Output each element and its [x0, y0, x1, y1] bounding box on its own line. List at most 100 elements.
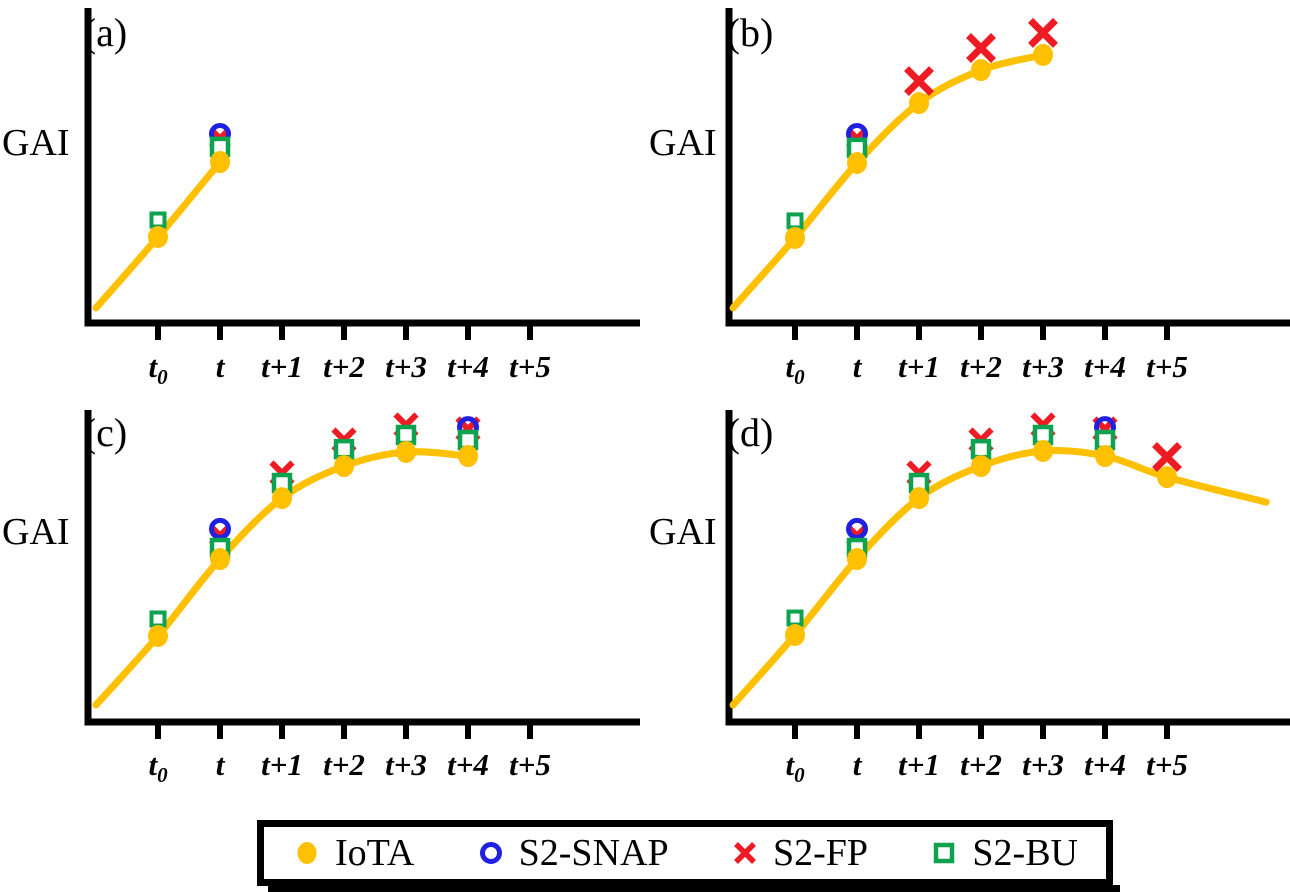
iota-dot-marker	[847, 548, 867, 571]
tick-label-t+2: t+2	[323, 349, 365, 384]
tick-label-t+3: t+3	[1022, 349, 1064, 384]
iota-curve	[729, 446, 1270, 709]
tick-label-t0: t0	[785, 349, 805, 389]
iota-dot-marker	[971, 455, 991, 478]
panel-label-a: (a)	[83, 10, 127, 55]
s2-fp-x-marker	[966, 33, 996, 63]
x-ticks: t0 t t+1 t+2 t+3 t+4 t+5	[148, 326, 551, 389]
subplot-d-svg: t0 t t+1 t+2 t+3 t+4 t+5 GAI (d)	[649, 410, 1290, 787]
iota-dot-marker	[210, 151, 230, 174]
x-ticks: t0 t t+1 t+2 t+3 t+4 t+5	[785, 725, 1188, 787]
y-axis-label: GAI	[649, 511, 717, 553]
iota-dot-marker	[847, 151, 867, 174]
markers	[785, 412, 1182, 647]
tick-label-t0: t0	[148, 747, 168, 787]
tick-label-t+3: t+3	[385, 349, 427, 384]
markers	[148, 412, 481, 647]
markers	[148, 123, 231, 249]
top-row: t0 t t+1 t+2 t+3 t+4 t+5 GAI (a) t0 t t+1 t+2 t+3 t+4…	[0, 0, 1290, 389]
axes	[725, 410, 1290, 726]
tick-label-t+5: t+5	[509, 747, 551, 782]
legend-item-s2-snap: S2-SNAP	[476, 834, 669, 872]
tick-label-t+1: t+1	[261, 747, 303, 782]
s2-bu-square-marker	[149, 610, 167, 628]
s2-bu-open-square-icon	[934, 842, 955, 864]
iota-filled-circle-icon	[297, 842, 317, 864]
iota-dot-marker	[909, 92, 929, 115]
tick-label-t: t	[216, 747, 226, 782]
axes	[84, 410, 640, 726]
tick-label-t+2: t+2	[960, 747, 1002, 782]
subplot-b: t0 t t+1 t+2 t+3 t+4 t+5 GAI (b)	[645, 0, 1290, 389]
legend: IoTA S2-SNAP S2-FP S2-BU	[0, 800, 1290, 892]
s2-bu-square-marker	[149, 211, 167, 229]
iota-dot-marker	[1033, 43, 1053, 66]
iota-dot-marker	[1095, 445, 1115, 468]
iota-dot-marker	[785, 226, 805, 249]
subplot-c: t0 t t+1 t+2 t+3 t+4 t+5 GAI (c)	[0, 380, 645, 800]
tick-label-t+3: t+3	[385, 747, 427, 782]
iota-dot-marker	[458, 445, 478, 468]
tick-label-t+4: t+4	[1084, 349, 1126, 384]
s2-fp-x-marker	[904, 66, 934, 97]
legend-item-s2-bu: S2-BU	[929, 834, 1078, 872]
legend-box: IoTA S2-SNAP S2-FP S2-BU	[257, 820, 1113, 886]
x-ticks: t0 t t+1 t+2 t+3 t+4 t+5	[148, 725, 551, 787]
tick-label-t: t	[853, 747, 863, 782]
panel-label-c: (c)	[83, 410, 127, 455]
iota-dot-marker	[148, 624, 168, 647]
s2-bu-square-marker	[786, 609, 804, 627]
legend-item-s2-fp: S2-FP	[730, 834, 868, 872]
tick-label-t+1: t+1	[261, 349, 303, 384]
s2-fp-x-icon	[734, 842, 756, 864]
iota-dot-marker	[272, 487, 292, 510]
iota-dot-marker	[909, 487, 929, 510]
s2-fp-x-marker	[1152, 442, 1182, 472]
iota-curve	[729, 51, 1047, 312]
s2-snap-circle-marker	[846, 517, 868, 540]
legend-label-s2-snap: S2-SNAP	[518, 832, 669, 874]
tick-label-t+2: t+2	[960, 349, 1002, 384]
subplot-b-svg: t0 t t+1 t+2 t+3 t+4 t+5 GAI (b)	[649, 8, 1290, 389]
s2-snap-open-circle-icon	[479, 842, 502, 864]
s2-bu-square-marker	[970, 438, 992, 460]
s2-snap-circle-marker	[209, 517, 231, 540]
axes	[725, 8, 1290, 327]
x-ticks: t0 t t+1 t+2 t+3 t+4 t+5	[785, 326, 1188, 389]
tick-label-t+3: t+3	[1022, 747, 1064, 782]
tick-label-t+5: t+5	[509, 349, 551, 384]
iota-dot-marker	[148, 226, 168, 249]
s2-bu-square-marker	[786, 212, 804, 230]
legend-item-iota: IoTA	[292, 834, 414, 872]
iota-dot-marker	[785, 624, 805, 647]
tick-label-t+4: t+4	[1084, 747, 1126, 782]
legend-shadow	[268, 885, 1120, 892]
tick-label-t+5: t+5	[1146, 349, 1188, 384]
tick-label-t: t	[853, 349, 863, 384]
iota-dot-marker	[1157, 466, 1177, 489]
legend-label-s2-fp: S2-FP	[772, 832, 869, 874]
iota-dot-marker	[210, 548, 230, 571]
iota-dot-marker	[1033, 440, 1053, 463]
iota-dot-marker	[396, 440, 416, 463]
s2-bu-square-marker	[333, 438, 355, 460]
markers	[785, 17, 1058, 249]
tick-label-t+4: t+4	[447, 349, 489, 384]
legend-label-iota: IoTA	[335, 832, 415, 874]
axes	[84, 8, 640, 327]
subplot-c-svg: t0 t t+1 t+2 t+3 t+4 t+5 GAI (c)	[2, 410, 640, 787]
tick-label-t+1: t+1	[898, 747, 940, 782]
s2-fp-x-marker	[1028, 17, 1058, 48]
tick-label-t+2: t+2	[323, 747, 365, 782]
panel-label-d: (d)	[727, 410, 774, 455]
tick-label-t0: t0	[785, 747, 805, 787]
subplot-a-svg: t0 t t+1 t+2 t+3 t+4 t+5 GAI (a)	[2, 8, 640, 389]
bottom-row: t0 t t+1 t+2 t+3 t+4 t+5 GAI (c) t0 t t+1 t+2 t+3 t+4…	[0, 380, 1290, 800]
panel-label-b: (b)	[727, 10, 774, 55]
tick-label-t+1: t+1	[898, 349, 940, 384]
y-axis-label: GAI	[2, 511, 70, 553]
tick-label-t+4: t+4	[447, 747, 489, 782]
subplot-a: t0 t t+1 t+2 t+3 t+4 t+5 GAI (a)	[0, 0, 645, 389]
tick-label-t+5: t+5	[1146, 747, 1188, 782]
tick-label-t: t	[216, 349, 226, 384]
